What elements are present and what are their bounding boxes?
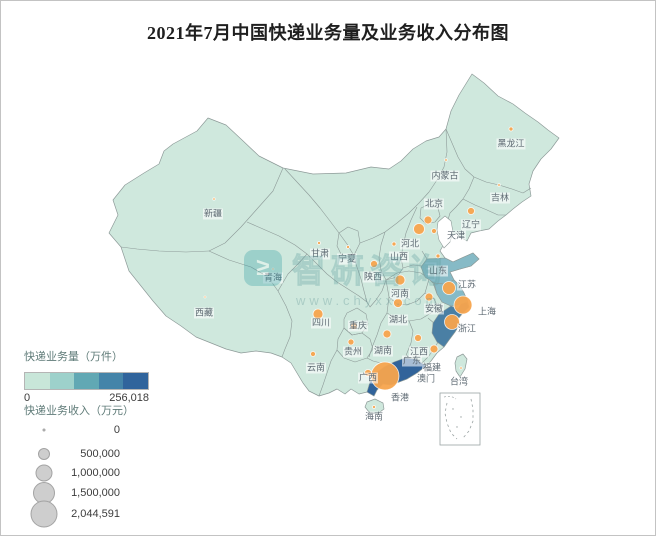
legend-bubble xyxy=(42,428,46,432)
revenue-bubble-湖北 xyxy=(393,298,403,308)
volume-legend-max: 256,018 xyxy=(109,392,149,404)
revenue-bubble-宁夏 xyxy=(346,245,350,249)
legend-bubble-label: 1,500,000 xyxy=(71,487,120,499)
ramp-cell xyxy=(25,373,50,389)
revenue-bubble-浙江 xyxy=(444,314,460,330)
revenue-legend-title: 快递业务收入（万元） xyxy=(24,405,134,417)
volume-color-ramp xyxy=(24,372,149,390)
revenue-bubble-广西 xyxy=(364,369,372,377)
revenue-bubbles xyxy=(203,126,514,409)
mainland-outline xyxy=(108,73,560,397)
revenue-bubble-吉林 xyxy=(497,183,501,187)
revenue-bubble-江西 xyxy=(414,334,422,342)
revenue-bubble-山东 xyxy=(435,253,441,259)
revenue-bubble-陕西 xyxy=(370,260,378,268)
revenue-bubble-天津 xyxy=(431,228,437,234)
legend-bubble xyxy=(38,448,50,460)
revenue-bubble-西藏 xyxy=(203,295,207,299)
revenue-bubble-云南 xyxy=(310,351,316,357)
legend-bubble-label: 1,000,000 xyxy=(71,467,120,479)
ramp-cell xyxy=(98,373,124,389)
revenue-bubble-台湾 xyxy=(459,366,463,370)
revenue-bubble-北京 xyxy=(423,215,433,225)
legend-bubble-label: 0 xyxy=(113,424,120,436)
revenue-bubble-新疆 xyxy=(212,197,216,201)
legend-bubble-label: 2,044,591 xyxy=(71,508,120,520)
revenue-bubble-福建 xyxy=(429,344,439,354)
revenue-bubble-海南 xyxy=(372,405,376,409)
ramp-cell xyxy=(49,373,75,389)
ramp-cell xyxy=(123,373,148,389)
revenue-legend-rows: 0 500,000 1,000,000 1,500,000 2,044,591 xyxy=(1,1,131,528)
revenue-legend: 快递业务收入（万元） xyxy=(24,402,134,426)
ramp-cell xyxy=(74,373,99,389)
taiwan-island xyxy=(454,353,468,378)
legend-bubble xyxy=(35,464,53,482)
legend-bubble xyxy=(30,500,58,528)
revenue-bubble-河南 xyxy=(394,274,406,286)
revenue-bubble-江苏 xyxy=(442,281,456,295)
revenue-bubble-上海 xyxy=(453,295,473,315)
south-china-sea-inset xyxy=(439,392,481,446)
volume-legend: 快递业务量（万件） 0 256,018 xyxy=(24,348,149,405)
legend-bubble-label: 500,000 xyxy=(80,448,120,460)
revenue-bubble-广东 xyxy=(370,361,400,391)
volume-legend-min: 0 xyxy=(24,392,31,404)
revenue-bubble-贵州 xyxy=(347,338,355,346)
revenue-bubble-甘肃 xyxy=(317,241,321,245)
revenue-bubble-黑龙江 xyxy=(508,126,514,132)
revenue-bubble-内蒙古 xyxy=(444,158,448,162)
revenue-bubble-辽宁 xyxy=(467,207,475,215)
volume-legend-title: 快递业务量（万件） xyxy=(24,351,123,363)
revenue-bubble-河北 xyxy=(413,223,425,235)
revenue-bubble-安徽 xyxy=(424,292,434,302)
revenue-bubble-山西 xyxy=(391,241,397,247)
chart-title: 2021年7月中国快递业务量及业务收入分布图 xyxy=(147,23,509,43)
revenue-bubble-重庆 xyxy=(350,322,358,330)
revenue-bubble-青海 xyxy=(271,267,275,271)
revenue-bubble-四川 xyxy=(312,308,324,320)
revenue-bubble-湖南 xyxy=(382,329,392,339)
